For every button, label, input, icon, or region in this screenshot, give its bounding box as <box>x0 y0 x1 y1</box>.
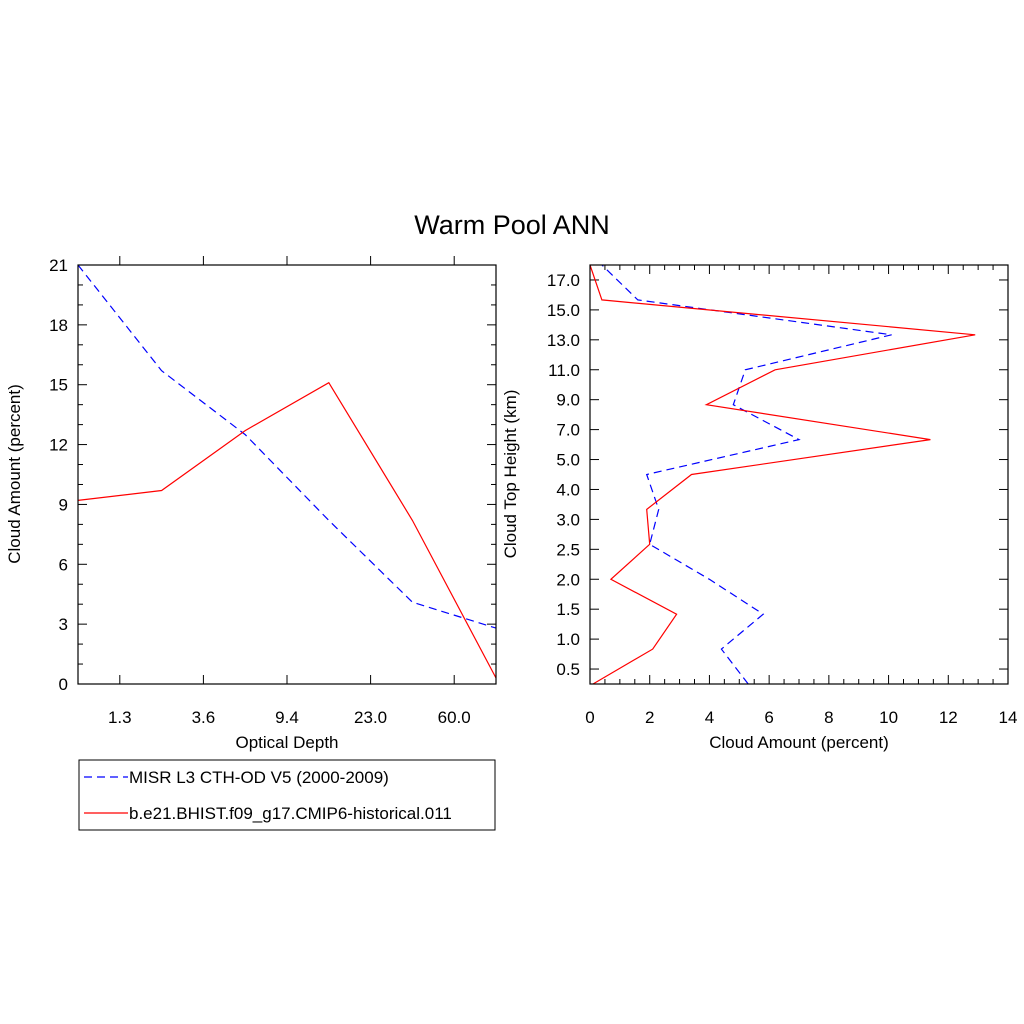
left-series <box>77 264 497 679</box>
legend-label-model: b.e21.BHIST.f09_g17.CMIP6-historical.011 <box>129 804 452 823</box>
right-x-axis-label: Cloud Amount (percent) <box>709 733 889 752</box>
right-x-tick-label: 12 <box>939 708 958 727</box>
right-x-tick-label: 0 <box>585 708 594 727</box>
left-x-tick-label: 23.0 <box>354 708 387 727</box>
right-y-tick-label: 2.0 <box>556 570 580 589</box>
right-y-tick-label: 11.0 <box>548 361 580 380</box>
right-series-model-line <box>589 264 976 685</box>
left-x-tick-label: 3.6 <box>192 708 216 727</box>
right-y-tick-label: 3.0 <box>556 510 580 529</box>
left-y-tick-label: 12 <box>49 436 68 455</box>
chart-title: Warm Pool ANN <box>414 210 610 240</box>
legend: MISR L3 CTH-OD V5 (2000-2009) b.e21.BHIS… <box>78 759 496 831</box>
right-y-tick-label: 1.5 <box>556 600 580 619</box>
right-x-tick-label: 6 <box>764 708 773 727</box>
right-y-tick-label: 0.5 <box>556 660 580 679</box>
left-series-obs-line <box>77 264 497 629</box>
left-y-tick-label: 0 <box>59 675 68 694</box>
right-y-tick-label: 9.0 <box>556 391 580 410</box>
right-y-tick-label: 13.0 <box>547 331 580 350</box>
left-x-tick-label: 9.4 <box>275 708 299 727</box>
left-y-tick-label: 9 <box>59 495 68 514</box>
left-tick-labels: 0 3 6 9 12 15 18 21 1.3 3.6 9.4 23.0 60.0 <box>49 256 471 727</box>
left-y-tick-label: 3 <box>59 615 68 634</box>
left-plot-frame <box>77 264 497 685</box>
right-y-tick-label: 4.0 <box>556 480 580 499</box>
right-y-axis-label: Cloud Top Height (km) <box>501 390 520 559</box>
right-plot-frame <box>589 264 1009 685</box>
right-x-tick-label: 14 <box>999 708 1018 727</box>
left-panel: 0 3 6 9 12 15 18 21 1.3 3.6 9.4 23.0 60.0 Optical De… <box>5 256 497 752</box>
right-x-tick-label: 4 <box>705 708 714 727</box>
right-series <box>589 264 976 685</box>
right-panel: 0 2 4 6 8 10 12 14 0.5 1.0 1.5 2.0 2.5 3.0 4.0 5.0 7.0 9.… <box>501 264 1018 752</box>
right-x-tick-label: 10 <box>879 708 898 727</box>
right-y-tick-label: 1.0 <box>556 630 580 649</box>
right-ticks <box>589 265 1009 684</box>
left-x-axis-label: Optical Depth <box>236 733 339 752</box>
legend-label-obs: MISR L3 CTH-OD V5 (2000-2009) <box>129 768 389 787</box>
left-y-tick-label: 6 <box>59 555 68 574</box>
left-series-model-line <box>77 381 497 679</box>
left-x-tick-label: 60.0 <box>438 708 471 727</box>
right-x-tick-label: 8 <box>824 708 833 727</box>
left-y-tick-label: 15 <box>49 376 68 395</box>
right-series-obs-line <box>601 264 892 685</box>
right-y-tick-label: 2.5 <box>556 540 580 559</box>
left-ticks <box>78 256 496 685</box>
right-y-tick-label: 5.0 <box>556 451 580 470</box>
left-y-axis-label: Cloud Amount (percent) <box>5 384 24 564</box>
legend-box <box>78 759 496 831</box>
left-x-tick-label: 1.3 <box>108 708 132 727</box>
right-y-tick-label: 17.0 <box>547 271 580 290</box>
left-y-tick-label: 21 <box>49 256 68 275</box>
right-y-tick-label: 15.0 <box>547 301 580 320</box>
right-tick-labels: 0 2 4 6 8 10 12 14 0.5 1.0 1.5 2.0 2.5 3.0 4.0 5.0 7.0 9.… <box>547 271 1018 727</box>
right-x-tick-label: 2 <box>645 708 654 727</box>
right-y-tick-label: 7.0 <box>556 421 580 440</box>
left-y-tick-label: 18 <box>49 316 68 335</box>
